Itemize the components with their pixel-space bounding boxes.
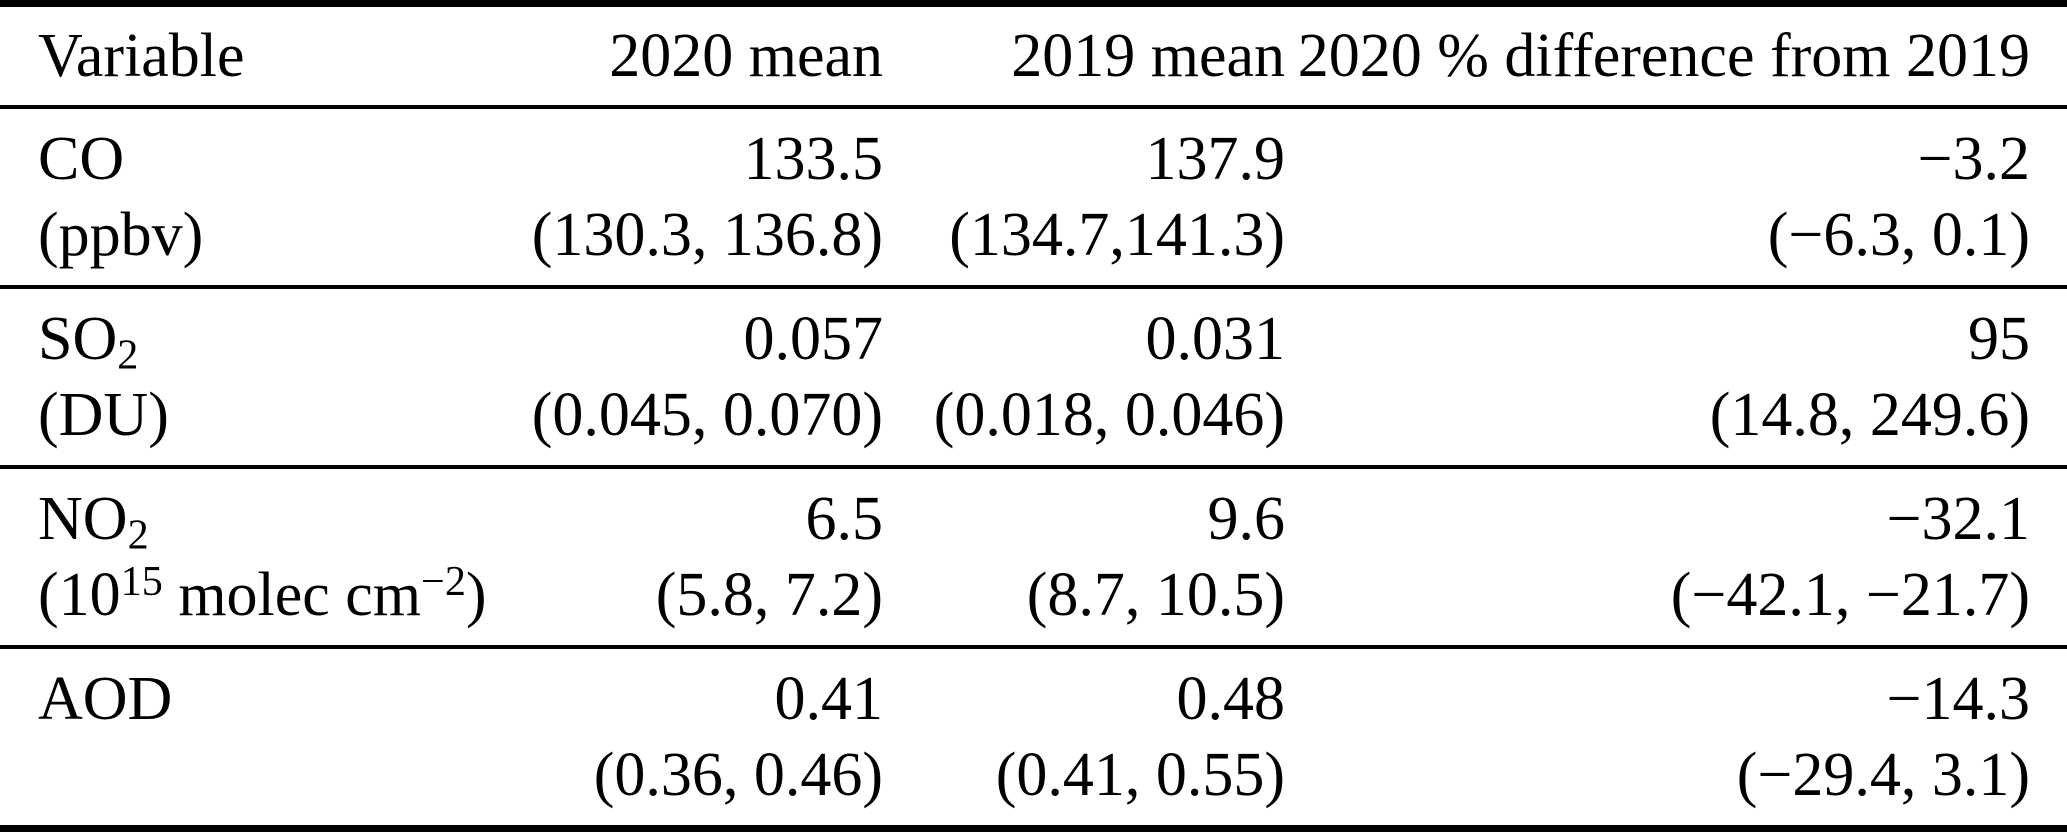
variable-name: SO2 — [38, 305, 139, 379]
cell-co-mean-2020: 133.5 (130.3, 136.8) — [500, 107, 883, 287]
table-row-aod: AOD 0.41 (0.36, 0.46) 0.48 (0.41, 0.55) … — [0, 647, 2067, 829]
cell-co-percent-difference: −3.2 (−6.3, 0.1) — [1285, 107, 2067, 287]
confidence-interval: (0.36, 0.46) — [593, 741, 883, 809]
confidence-interval: (0.41, 0.55) — [995, 741, 1285, 809]
confidence-interval: (5.8, 7.2) — [655, 561, 883, 629]
difference-value: −14.3 — [1886, 665, 2030, 733]
confidence-interval: (8.7, 10.5) — [1026, 561, 1285, 629]
difference-value: −32.1 — [1886, 485, 2030, 553]
mean-value: 137.9 — [1145, 125, 1286, 193]
confidence-interval: (134.7,141.3) — [949, 201, 1285, 269]
confidence-interval: (−42.1, −21.7) — [1670, 561, 2030, 629]
variable-name: CO — [38, 125, 125, 193]
cell-co-mean-2019: 137.9 (134.7,141.3) — [883, 107, 1285, 287]
confidence-interval: (0.018, 0.046) — [933, 381, 1285, 449]
header-row: Variable 2020 mean 2019 mean 2020 % diff… — [0, 4, 2067, 107]
confidence-interval: (−6.3, 0.1) — [1767, 201, 2030, 269]
difference-value: −3.2 — [1917, 125, 2030, 193]
cell-no2-mean-2019: 9.6 (8.7, 10.5) — [883, 467, 1285, 647]
cell-aod-variable: AOD — [0, 647, 500, 829]
mean-value: 0.48 — [1176, 665, 1286, 733]
confidence-interval: (14.8, 249.6) — [1709, 381, 2030, 449]
mean-value: 0.031 — [1145, 305, 1286, 373]
confidence-interval: (130.3, 136.8) — [531, 201, 883, 269]
cell-aod-mean-2020: 0.41 (0.36, 0.46) — [500, 647, 883, 829]
mean-value: 0.41 — [774, 665, 884, 733]
variable-unit: (1015 molec cm−2) — [38, 557, 487, 629]
variable-unit: (ppbv) — [38, 201, 204, 269]
variable-name: NO2 — [38, 485, 149, 559]
cell-so2-variable: SO2 (DU) — [0, 287, 500, 467]
variable-unit — [38, 737, 500, 813]
variable-unit: (DU) — [38, 381, 169, 449]
confidence-interval: (0.045, 0.070) — [531, 381, 883, 449]
table-row-co: CO (ppbv) 133.5 (130.3, 136.8) 137.9 (13… — [0, 107, 2067, 287]
cell-so2-percent-difference: 95 (14.8, 249.6) — [1285, 287, 2067, 467]
cell-co-variable: CO (ppbv) — [0, 107, 500, 287]
cell-no2-mean-2020: 6.5 (5.8, 7.2) — [500, 467, 883, 647]
column-header-percent-difference: 2020 % difference from 2019 — [1297, 22, 2030, 90]
cell-aod-percent-difference: −14.3 (−29.4, 3.1) — [1285, 647, 2067, 829]
mean-value: 0.057 — [743, 305, 884, 373]
mean-value: 9.6 — [1207, 485, 1286, 553]
column-header-2019-mean: 2019 mean — [1011, 22, 1285, 90]
cell-so2-mean-2019: 0.031 (0.018, 0.046) — [883, 287, 1285, 467]
table-row-no2: NO2 (1015 molec cm−2) 6.5 (5.8, 7.2) 9.6… — [0, 467, 2067, 647]
cell-so2-mean-2020: 0.057 (0.045, 0.070) — [500, 287, 883, 467]
column-header-2020-mean: 2020 mean — [609, 22, 883, 90]
mean-value: 133.5 — [743, 125, 884, 193]
cell-aod-mean-2019: 0.48 (0.41, 0.55) — [883, 647, 1285, 829]
confidence-interval: (−29.4, 3.1) — [1736, 741, 2030, 809]
column-header-variable: Variable — [38, 22, 245, 90]
table-row-so2: SO2 (DU) 0.057 (0.045, 0.070) 0.031 (0.0… — [0, 287, 2067, 467]
mean-value: 6.5 — [805, 485, 884, 553]
cell-no2-variable: NO2 (1015 molec cm−2) — [0, 467, 500, 647]
cell-no2-percent-difference: −32.1 (−42.1, −21.7) — [1285, 467, 2067, 647]
variable-name: AOD — [38, 665, 173, 733]
difference-value: 95 — [1968, 305, 2030, 373]
